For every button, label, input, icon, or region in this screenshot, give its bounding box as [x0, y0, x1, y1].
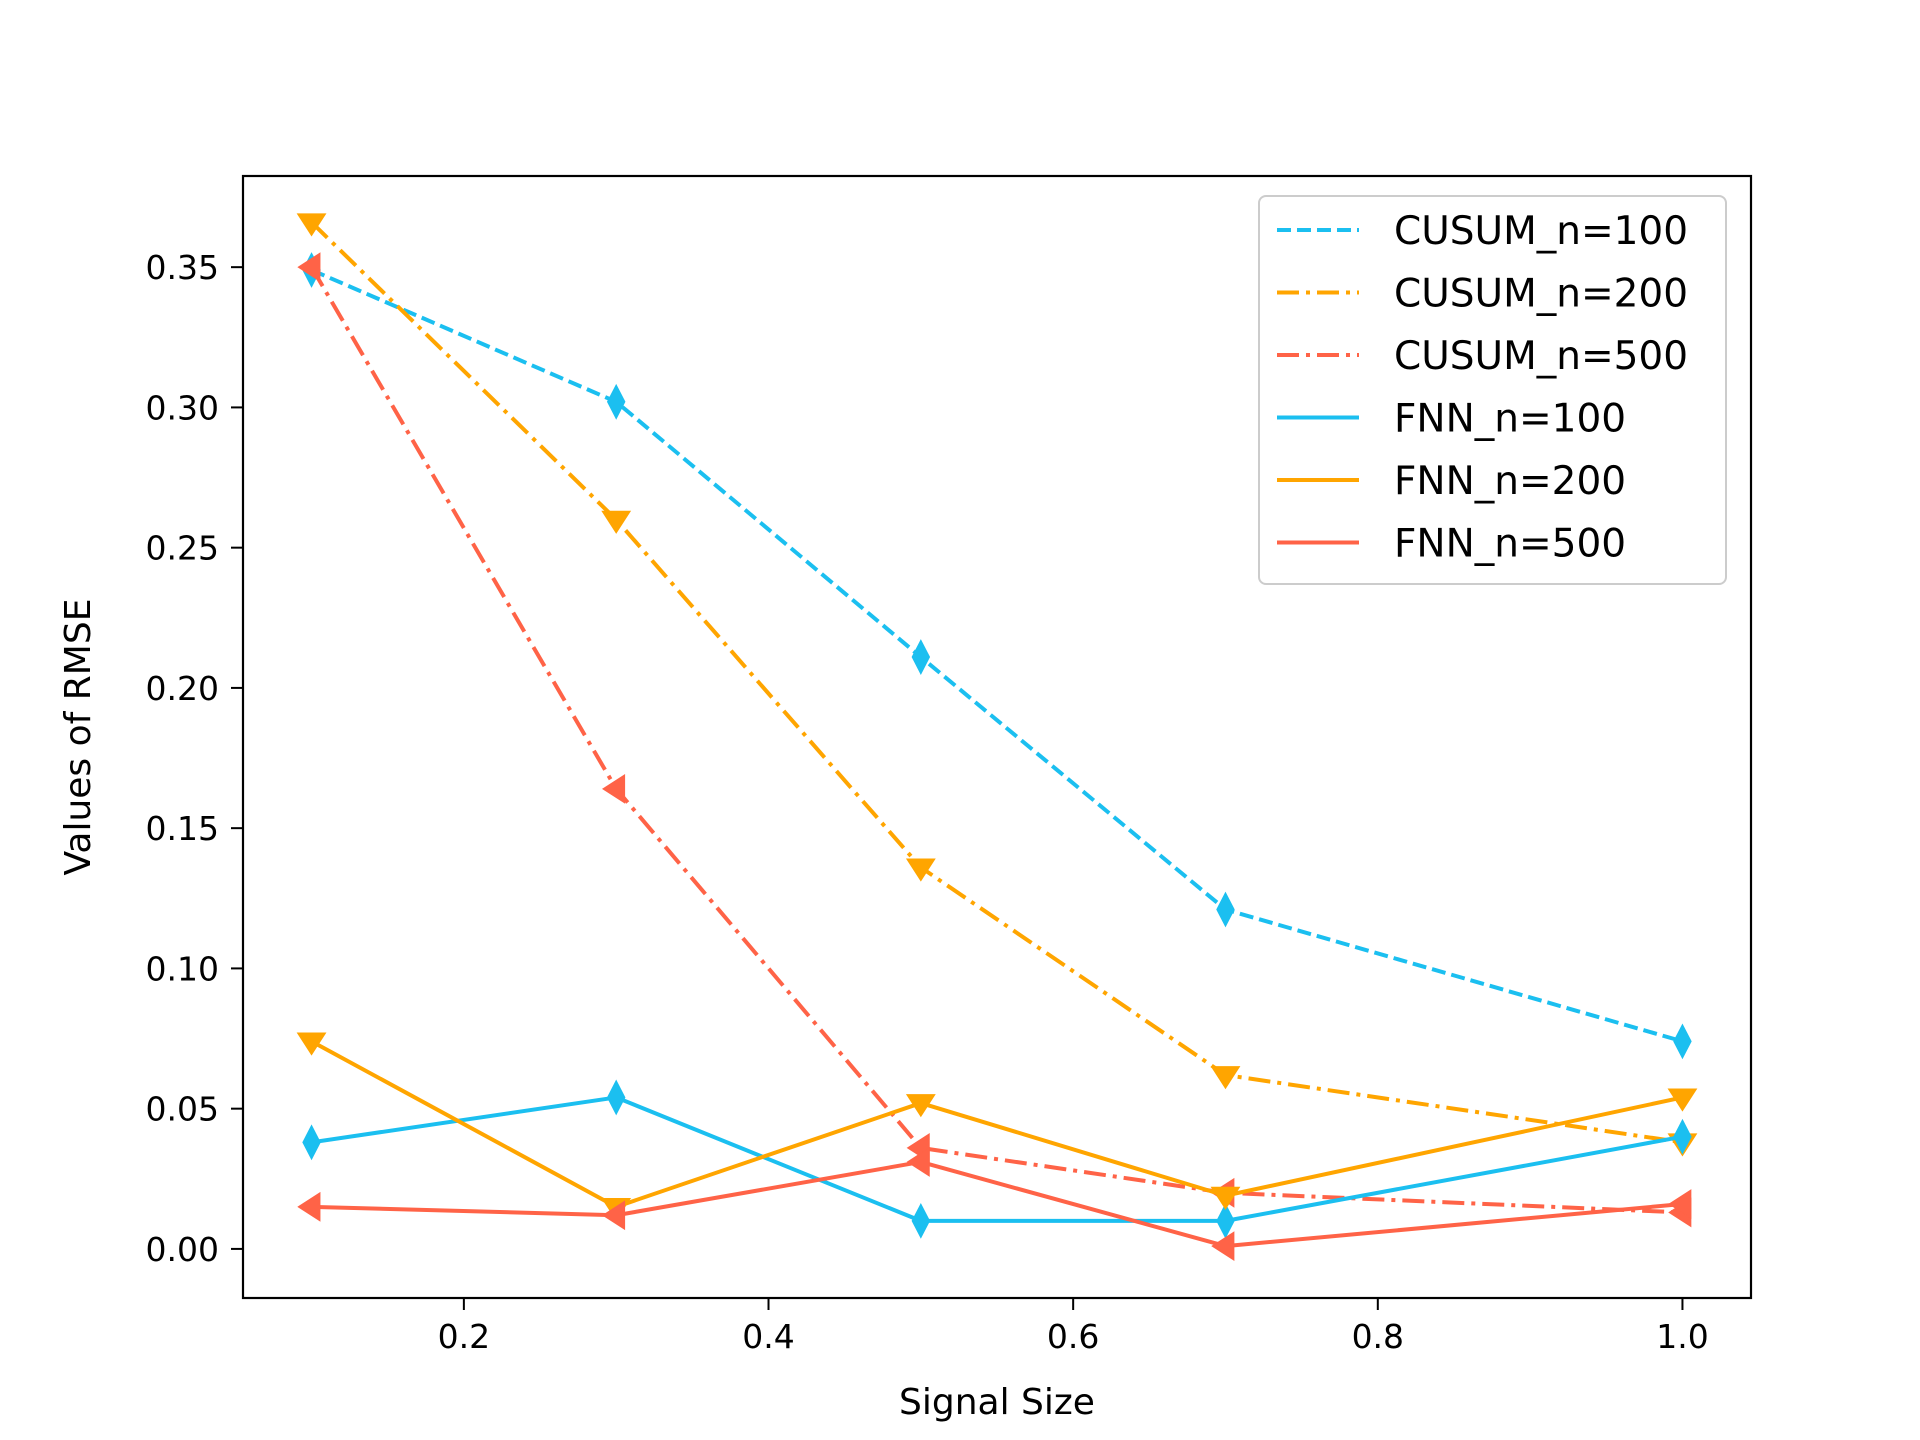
- data-point: [601, 773, 626, 804]
- data-point: [1211, 1231, 1235, 1262]
- data-point: [905, 858, 936, 882]
- legend-box: [1258, 195, 1727, 585]
- legend-label: CUSUM_n=500: [1394, 334, 1688, 379]
- x-axis-label: Signal Size: [899, 1382, 1095, 1423]
- y-tick-label: 0.30: [146, 388, 219, 427]
- y-tick-label: 0.00: [146, 1230, 219, 1269]
- data-point: [1216, 891, 1235, 928]
- y-tick-label: 0.05: [146, 1090, 219, 1129]
- y-axis-label: Values of RMSE: [58, 599, 99, 876]
- data-point: [601, 1200, 626, 1231]
- series-line: [309, 266, 1683, 1215]
- data-point: [606, 383, 626, 420]
- data-point: [297, 1191, 321, 1222]
- data-point: [1668, 1189, 1692, 1219]
- legend-label: FNN_n=500: [1394, 522, 1626, 567]
- data-point: [601, 510, 632, 534]
- data-point: [1210, 1186, 1241, 1210]
- legend-label: FNN_n=200: [1394, 459, 1626, 504]
- x-tick-label: 0.6: [1047, 1317, 1099, 1356]
- x-tick-label: 0.4: [742, 1317, 794, 1356]
- series-3: [302, 1079, 1692, 1239]
- data-point: [297, 252, 321, 283]
- data-point: [1667, 1088, 1698, 1112]
- series-5: [297, 1147, 1692, 1262]
- plot-frame: [241, 174, 1753, 1300]
- plot-area: [296, 213, 1698, 1262]
- data-point: [1673, 1118, 1692, 1155]
- legend: CUSUM_n=100 CUSUM_n=200 CUSUM_n=500 FNN_n=1…: [1258, 195, 1727, 585]
- data-point: [296, 1032, 327, 1056]
- axes: 0.2 0.4 0.6 0.8 1.0 0.00 0.05 0.10 0.15 0.20 0.25 0…: [146, 248, 1709, 1356]
- legend-label: FNN_n=100: [1394, 397, 1626, 442]
- data-point: [911, 639, 931, 675]
- data-point: [606, 1079, 626, 1116]
- y-tick-label: 0.15: [146, 809, 219, 848]
- legend-label: CUSUM_n=200: [1394, 272, 1688, 317]
- data-point: [302, 1124, 321, 1161]
- y-tick-label: 0.35: [146, 248, 219, 287]
- data-point: [1673, 1023, 1692, 1060]
- legend-label: CUSUM_n=100: [1394, 209, 1688, 254]
- data-point: [1210, 1066, 1241, 1090]
- y-tick-label: 0.20: [146, 669, 219, 708]
- y-tick-label: 0.10: [146, 949, 219, 988]
- data-point: [296, 213, 327, 237]
- x-tick-label: 0.2: [438, 1317, 490, 1356]
- data-point: [911, 1202, 931, 1239]
- y-tick-label: 0.25: [146, 529, 219, 568]
- data-point: [905, 1094, 936, 1118]
- data-point: [906, 1147, 930, 1177]
- x-tick-label: 0.8: [1352, 1317, 1404, 1356]
- x-tick-label: 1.0: [1656, 1317, 1708, 1356]
